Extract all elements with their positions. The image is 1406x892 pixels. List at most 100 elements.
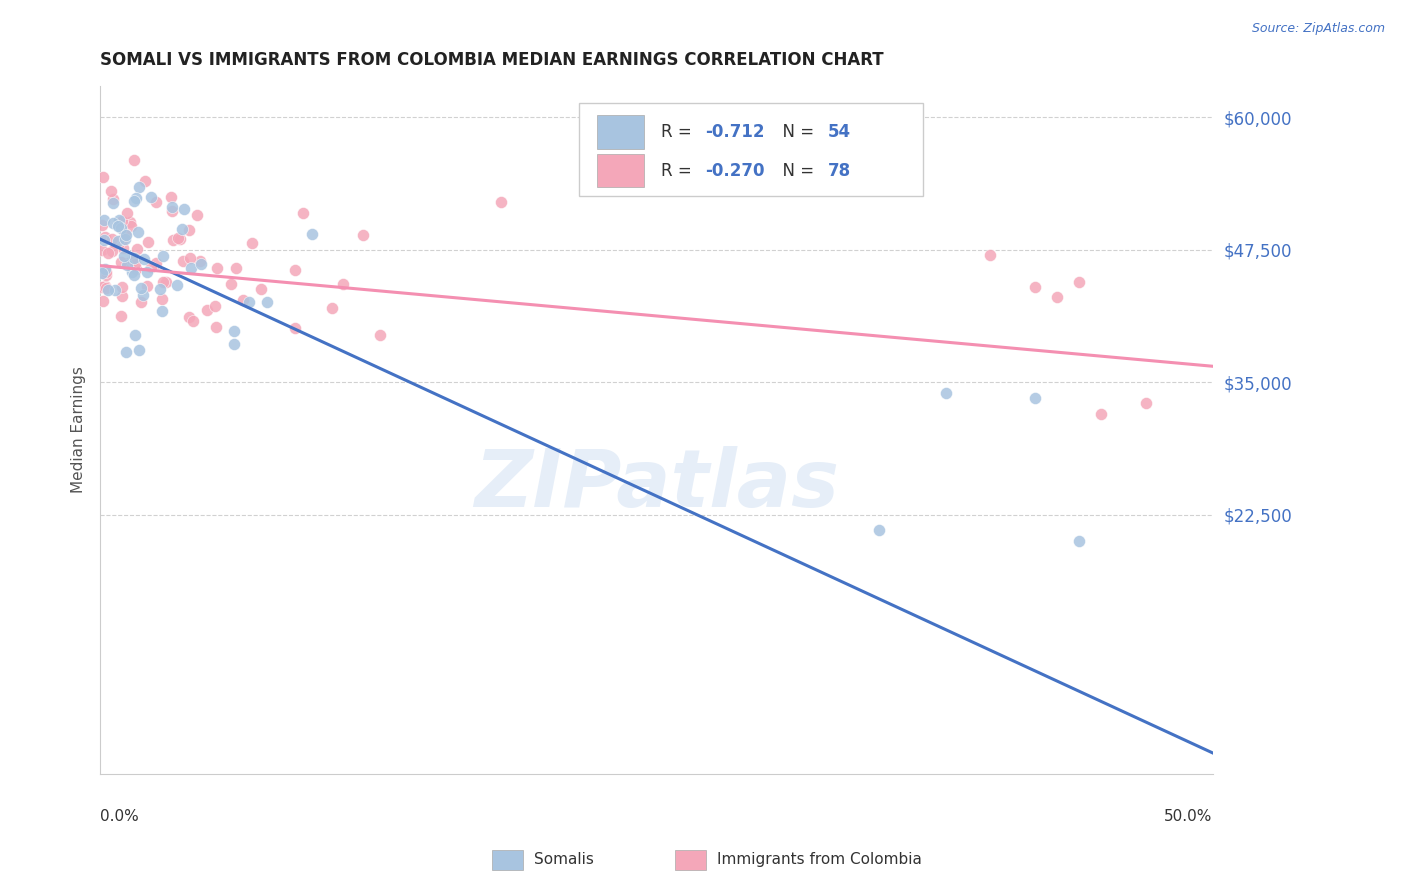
Point	[94, 265, 117, 279]
Point	[97, 283, 120, 297]
Point	[166, 230, 188, 244]
Point	[173, 202, 195, 216]
Point	[124, 257, 146, 271]
Point	[160, 200, 183, 214]
Text: 78: 78	[828, 161, 851, 179]
Point	[301, 227, 323, 242]
Point	[166, 278, 188, 293]
Point	[240, 235, 263, 250]
Point	[112, 241, 135, 255]
Point	[121, 265, 143, 279]
Text: SOMALI VS IMMIGRANTS FROM COLOMBIA MEDIAN EARNINGS CORRELATION CHART: SOMALI VS IMMIGRANTS FROM COLOMBIA MEDIA…	[100, 51, 884, 69]
Point	[131, 281, 153, 295]
Point	[238, 294, 260, 309]
Point	[122, 254, 145, 268]
Text: N =: N =	[772, 161, 820, 179]
Point	[110, 221, 132, 235]
Point	[124, 268, 146, 282]
Point	[111, 289, 134, 303]
Point	[114, 227, 136, 242]
Point	[93, 233, 115, 247]
Point	[122, 194, 145, 208]
Point	[291, 206, 314, 220]
Point	[136, 235, 159, 249]
Point	[177, 310, 200, 324]
Point	[100, 185, 122, 199]
Point	[93, 262, 115, 277]
Point	[120, 219, 142, 233]
Point	[114, 231, 136, 245]
Point	[104, 284, 127, 298]
Text: R =: R =	[661, 123, 697, 141]
Point	[188, 254, 211, 268]
Point	[91, 279, 114, 293]
Point	[232, 293, 254, 307]
Point	[111, 279, 134, 293]
Text: Somalis: Somalis	[534, 853, 595, 867]
Point	[101, 232, 124, 246]
Point	[195, 302, 218, 317]
Point	[110, 309, 132, 323]
Point	[1046, 290, 1069, 304]
Point	[868, 524, 890, 538]
FancyBboxPatch shape	[598, 115, 644, 149]
Point	[125, 191, 148, 205]
Point	[162, 233, 184, 247]
Point	[108, 213, 131, 227]
Point	[152, 276, 174, 290]
Point	[91, 169, 114, 184]
Point	[368, 328, 391, 343]
Point	[352, 227, 374, 242]
Point	[177, 222, 200, 236]
Point	[181, 313, 204, 327]
FancyBboxPatch shape	[578, 103, 924, 195]
Point	[139, 260, 162, 275]
Point	[1090, 407, 1112, 421]
Point	[150, 292, 173, 306]
Point	[1135, 396, 1157, 410]
Point	[207, 260, 229, 275]
Point	[935, 385, 957, 400]
Text: R =: R =	[661, 161, 697, 179]
Point	[117, 256, 139, 270]
Point	[162, 204, 184, 219]
Point	[111, 232, 134, 246]
Point	[134, 174, 156, 188]
Point	[110, 254, 132, 268]
Y-axis label: Median Earnings: Median Earnings	[72, 367, 86, 493]
Point	[179, 251, 201, 265]
Point	[122, 153, 145, 167]
Point	[1024, 391, 1046, 405]
Text: Immigrants from Colombia: Immigrants from Colombia	[717, 853, 922, 867]
Point	[127, 225, 149, 239]
Point	[169, 232, 191, 246]
Point	[150, 304, 173, 318]
Point	[170, 222, 193, 236]
Point	[120, 215, 142, 229]
Point	[219, 277, 242, 292]
Point	[115, 344, 138, 359]
Text: 50.0%: 50.0%	[1164, 808, 1213, 823]
Point	[94, 279, 117, 293]
Point	[132, 288, 155, 302]
Point	[155, 275, 177, 289]
Point	[152, 249, 174, 263]
Point	[225, 260, 247, 275]
Point	[149, 282, 172, 296]
Point	[101, 192, 124, 206]
Point	[1024, 280, 1046, 294]
Point	[332, 277, 354, 292]
Point	[107, 219, 129, 234]
Point	[321, 301, 343, 316]
Point	[115, 258, 138, 272]
Point	[107, 235, 129, 249]
Text: Source: ZipAtlas.com: Source: ZipAtlas.com	[1251, 22, 1385, 36]
Point	[160, 190, 183, 204]
Point	[222, 324, 245, 338]
FancyBboxPatch shape	[492, 850, 523, 870]
Point	[190, 257, 212, 271]
Point	[108, 236, 131, 251]
Point	[93, 213, 115, 227]
Point	[94, 281, 117, 295]
FancyBboxPatch shape	[675, 850, 706, 870]
